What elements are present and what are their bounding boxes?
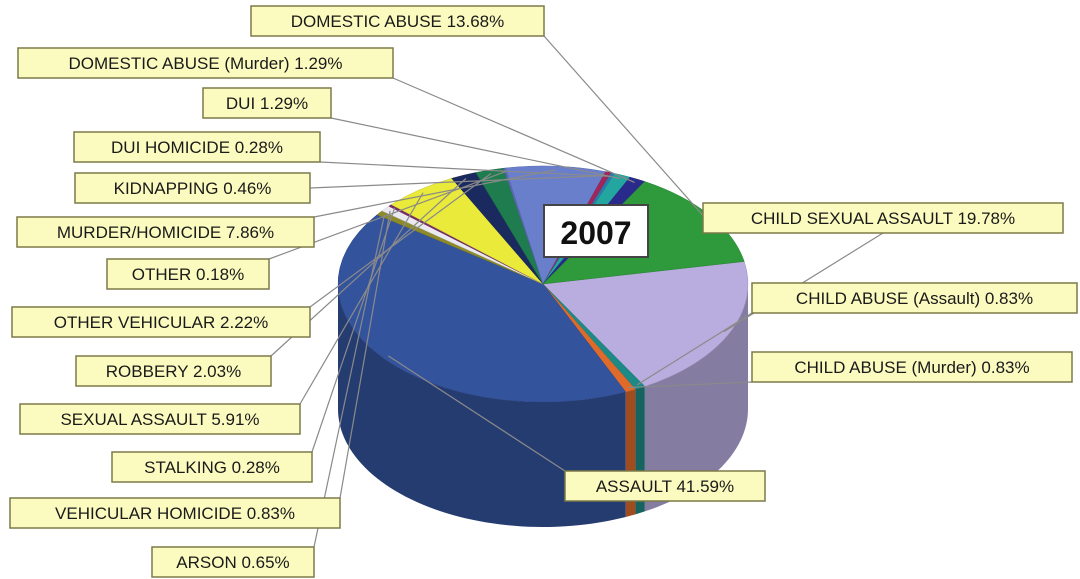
slice-label-text: MURDER/HOMICIDE 7.86% bbox=[57, 223, 274, 242]
slice-label-text: CHILD ABUSE (Murder) 0.83% bbox=[794, 358, 1029, 377]
slice-label-box bbox=[11, 306, 311, 338]
leader-line-4 bbox=[313, 214, 385, 548]
slice-label-box bbox=[16, 216, 315, 248]
leader-line-11 bbox=[313, 169, 556, 218]
slice-label-14: DUI 1.29% bbox=[202, 87, 332, 119]
slice-label-9: OTHER VEHICULAR 2.22% bbox=[11, 306, 311, 338]
slice-label-box bbox=[9, 497, 341, 529]
slice-label-0: CHILD SEXUAL ASSAULT 19.78% bbox=[702, 202, 1064, 234]
slice-label-box bbox=[564, 470, 766, 502]
pie-slices bbox=[337, 165, 749, 527]
chart-title-group: 2007 bbox=[543, 204, 649, 258]
slice-label-box bbox=[202, 87, 332, 119]
slice-label-16: DOMESTIC ABUSE 13.68% bbox=[250, 5, 545, 37]
slice-label-text: DUI 1.29% bbox=[226, 94, 308, 113]
slice-label-5: VEHICULAR HOMICIDE 0.83% bbox=[9, 497, 341, 529]
slice-label-4: ARSON 0.65% bbox=[151, 546, 315, 578]
slice-label-box bbox=[75, 355, 272, 387]
leader-line-14 bbox=[330, 117, 621, 180]
slice-label-6: STALKING 0.28% bbox=[111, 451, 313, 483]
slice-label-box bbox=[111, 451, 313, 483]
leader-line-12 bbox=[309, 174, 607, 189]
slice-label-text: CHILD SEXUAL ASSAULT 19.78% bbox=[751, 209, 1015, 228]
leader-line-15 bbox=[392, 77, 635, 183]
pie-side-3 bbox=[338, 284, 626, 527]
leader-line-9 bbox=[309, 173, 492, 308]
pie-slice-0 bbox=[542, 261, 749, 387]
slice-label-3: ASSAULT 41.59% bbox=[564, 470, 766, 502]
slice-label-box bbox=[73, 131, 321, 163]
leader-line-6 bbox=[311, 207, 396, 453]
slice-label-2: CHILD ABUSE (Murder) 0.83% bbox=[751, 351, 1073, 383]
slice-label-text: ROBBERY 2.03% bbox=[106, 362, 241, 381]
slice-label-box bbox=[74, 172, 311, 204]
leader-line-2 bbox=[627, 381, 753, 389]
slice-label-text: SEXUAL ASSAULT 5.91% bbox=[60, 410, 259, 429]
slice-label-text: VEHICULAR HOMICIDE 0.83% bbox=[55, 504, 295, 523]
chart-title-box bbox=[543, 204, 649, 258]
slice-label-text: DUI HOMICIDE 0.28% bbox=[111, 138, 283, 157]
slice-label-text: ASSAULT 41.59% bbox=[596, 477, 734, 496]
slice-label-box bbox=[17, 47, 394, 79]
leader-line-16 bbox=[543, 35, 706, 218]
pie-slice-3 bbox=[337, 214, 627, 403]
slice-label-12: KIDNAPPING 0.46% bbox=[74, 172, 311, 204]
slice-label-box bbox=[702, 202, 1064, 234]
slice-label-box bbox=[106, 258, 270, 290]
slice-label-text: OTHER 0.18% bbox=[132, 265, 244, 284]
slice-label-7: SEXUAL ASSAULT 5.91% bbox=[19, 403, 301, 435]
slice-label-text: ARSON 0.65% bbox=[176, 553, 289, 572]
leader-line-5 bbox=[339, 210, 391, 499]
slice-label-box bbox=[250, 5, 545, 37]
slice-label-box bbox=[151, 546, 315, 578]
slice-label-text: DOMESTIC ABUSE (Murder) 1.29% bbox=[69, 54, 343, 73]
slice-label-box bbox=[19, 403, 301, 435]
slice-label-text: CHILD ABUSE (Assault) 0.83% bbox=[796, 289, 1033, 308]
slice-label-13: DUI HOMICIDE 0.28% bbox=[73, 131, 321, 163]
slice-label-11: MURDER/HOMICIDE 7.86% bbox=[16, 216, 315, 248]
leader-line-1 bbox=[636, 312, 753, 386]
slice-label-10: OTHER 0.18% bbox=[106, 258, 270, 290]
slice-label-8: ROBBERY 2.03% bbox=[75, 355, 272, 387]
slice-label-text: OTHER VEHICULAR 2.22% bbox=[54, 313, 268, 332]
slice-label-1: CHILD ABUSE (Assault) 0.83% bbox=[751, 282, 1078, 314]
leader-line-7 bbox=[299, 192, 424, 405]
pie-side-0 bbox=[644, 284, 748, 512]
slice-label-box bbox=[751, 282, 1078, 314]
slice-label-box bbox=[751, 351, 1073, 383]
chart-title: 2007 bbox=[560, 215, 631, 251]
slice-labels: CHILD SEXUAL ASSAULT 19.78% CHILD ABUSE (… bbox=[9, 5, 1078, 578]
slice-label-text: KIDNAPPING 0.46% bbox=[114, 179, 272, 198]
leader-line-3 bbox=[387, 355, 566, 472]
slice-label-text: DOMESTIC ABUSE 13.68% bbox=[291, 12, 505, 31]
slice-label-15: DOMESTIC ABUSE (Murder) 1.29% bbox=[17, 47, 394, 79]
slice-label-text: STALKING 0.28% bbox=[144, 458, 280, 477]
leader-line-13 bbox=[319, 161, 611, 177]
